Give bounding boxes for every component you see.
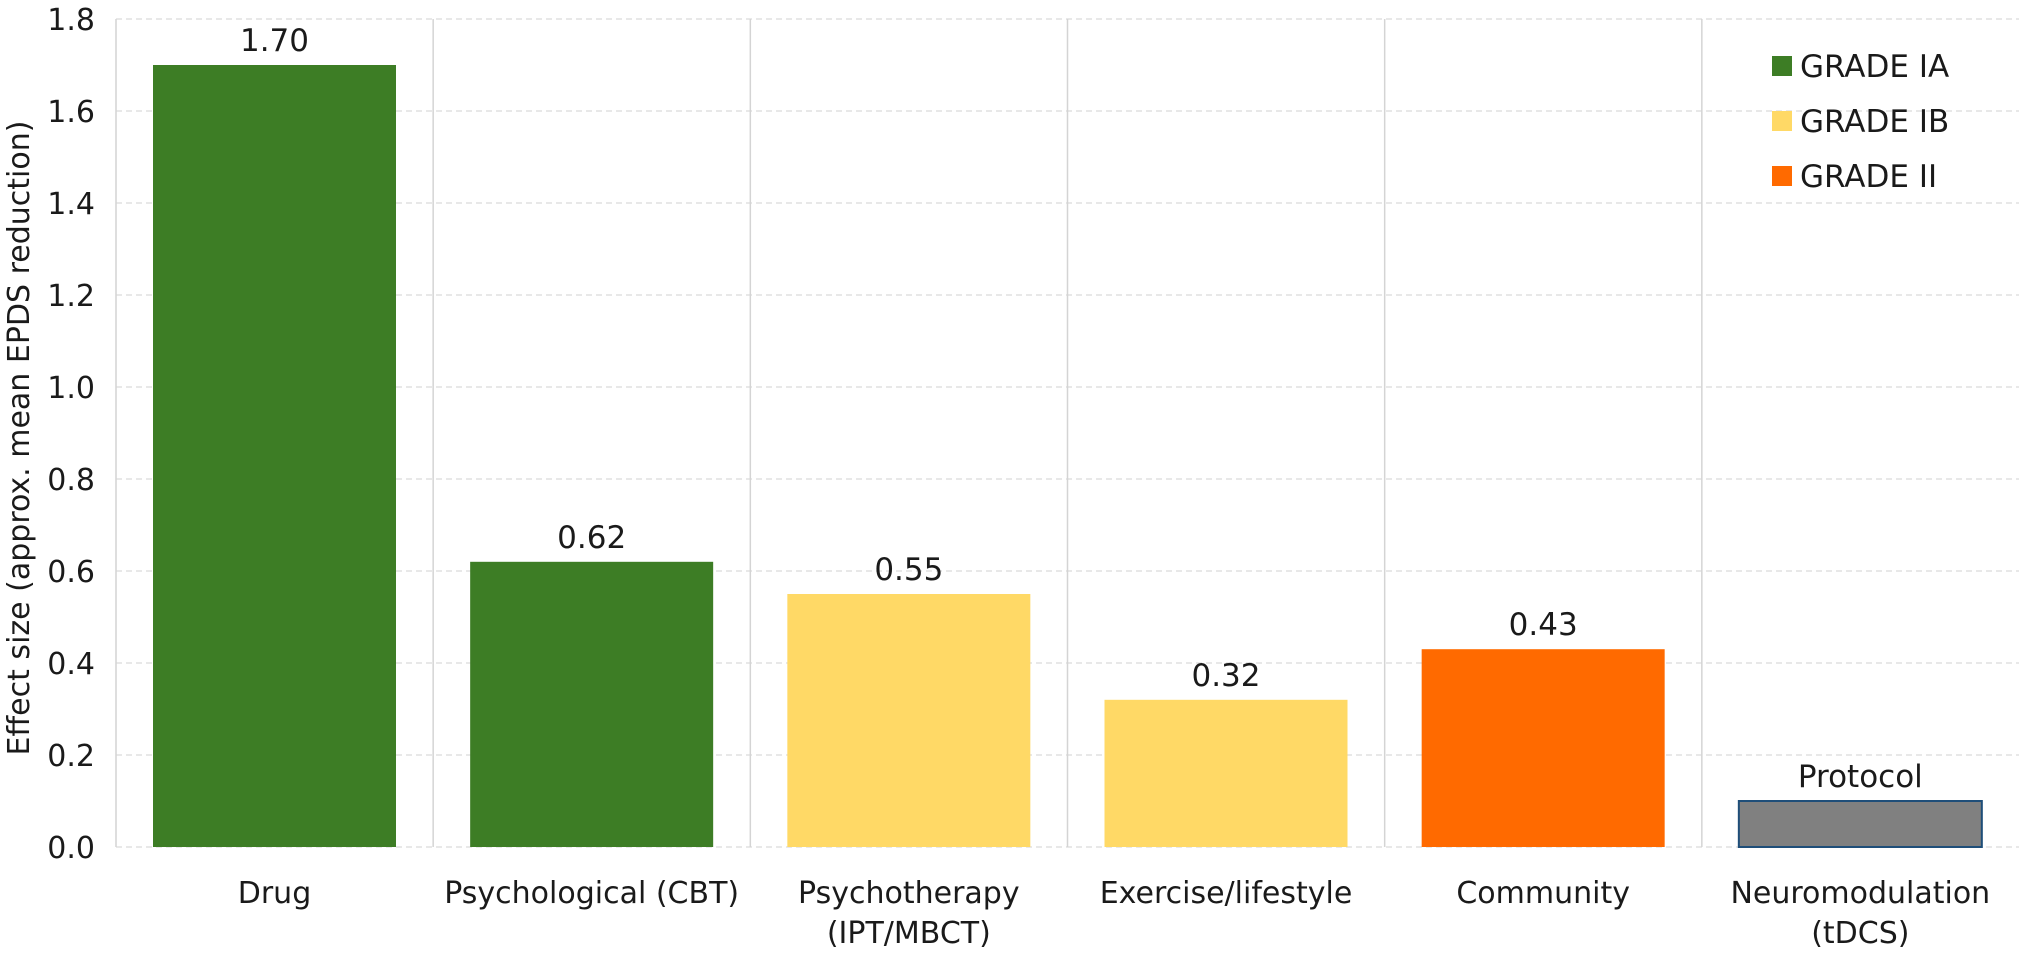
category-separators: [115, 19, 1703, 847]
y-tick-label: 1.8: [47, 3, 95, 38]
y-axis-ticks: 0.0 0.2 0.4 0.6 0.8 1.0 1.2 1.4 1.6 1.8: [47, 3, 95, 866]
x-tick-label: Psychotherapy (IPT/MBCT): [798, 876, 1020, 951]
y-tick-label: 0.0: [47, 831, 95, 866]
legend-label: GRADE IA: [1800, 49, 1949, 85]
data-label: 0.32: [1191, 658, 1260, 694]
data-labels: 1.70 0.62 0.55 0.32 0.43 Protocol: [240, 23, 1923, 795]
y-tick-label: 0.4: [47, 647, 95, 682]
bar: [1737, 800, 1983, 848]
data-label: 0.43: [1509, 607, 1578, 643]
data-label: 1.70: [240, 23, 309, 59]
bar: [153, 65, 396, 847]
bar: [470, 561, 714, 847]
y-tick-label: 1.0: [47, 371, 95, 406]
legend-swatch: [1772, 111, 1792, 131]
legend-label: GRADE IB: [1800, 104, 1949, 140]
x-tick-label: Psychological (CBT): [444, 876, 739, 911]
data-label: 0.55: [874, 552, 943, 588]
legend: GRADE IA GRADE IB GRADE II: [1772, 49, 1949, 195]
x-tick-label: Neuromodulation (tDCS): [1730, 876, 1990, 951]
y-tick-label: 0.6: [47, 555, 95, 590]
x-tick-label: Community: [1456, 876, 1630, 911]
data-label: Protocol: [1798, 759, 1923, 795]
x-axis-categories: Drug Psychological (CBT) Psychotherapy (IPT…: [238, 876, 1990, 951]
y-tick-label: 0.2: [47, 739, 95, 774]
bars: [153, 65, 1983, 848]
y-tick-label: 0.8: [47, 463, 95, 498]
data-label: 0.62: [557, 520, 626, 556]
y-tick-label: 1.2: [47, 279, 95, 314]
bar: [787, 594, 1031, 847]
legend-swatch: [1772, 166, 1792, 186]
y-tick-label: 1.6: [47, 95, 95, 130]
y-tick-label: 1.4: [47, 187, 95, 222]
y-axis-title: Effect size (approx. mean EPDS reduction…: [2, 121, 37, 756]
legend-label: GRADE II: [1800, 159, 1937, 195]
bar: [1421, 649, 1665, 847]
x-tick-label: Exercise/lifestyle: [1100, 876, 1353, 911]
bar: [1104, 699, 1348, 847]
legend-swatch: [1772, 56, 1792, 76]
x-tick-label: Drug: [238, 876, 312, 911]
